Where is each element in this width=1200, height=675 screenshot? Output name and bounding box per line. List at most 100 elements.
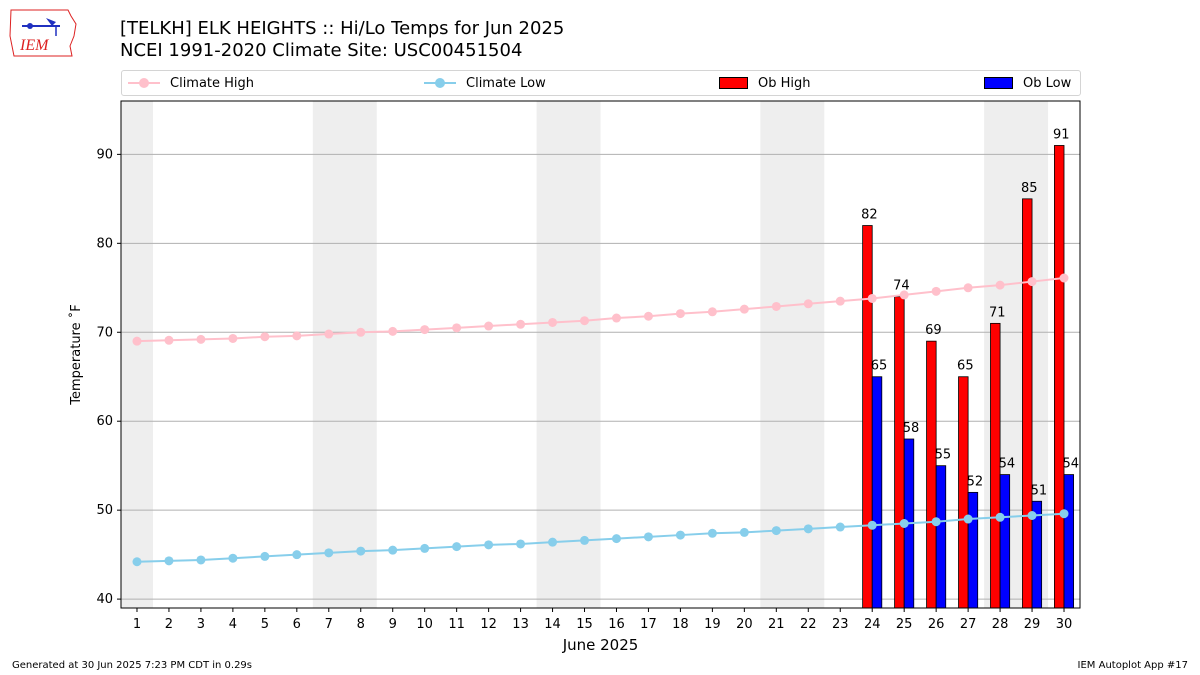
- weekend-band: [121, 101, 153, 608]
- point-climate-high: [803, 299, 813, 309]
- x-tick-label: 20: [736, 617, 753, 632]
- point-climate-high: [963, 283, 973, 293]
- x-tick-label: 21: [768, 617, 785, 632]
- point-climate-low: [356, 546, 366, 556]
- point-climate-high: [995, 280, 1005, 290]
- point-climate-low: [931, 517, 941, 527]
- footer-app: IEM Autoplot App #17: [1077, 660, 1188, 671]
- bar-ob-high: [894, 296, 905, 609]
- bar-ob-low: [871, 376, 883, 609]
- legend-item-ob-high: Ob High: [719, 71, 811, 95]
- x-tick-label: 25: [896, 617, 913, 632]
- line-climate-high: [136, 277, 1065, 343]
- x-tick-label: 7: [325, 617, 333, 632]
- x-tick-label: 16: [608, 617, 625, 632]
- x-tick-label: 4: [229, 617, 237, 632]
- x-tick-label: 10: [416, 617, 433, 632]
- point-climate-low: [196, 555, 206, 565]
- point-climate-high: [739, 304, 749, 314]
- legend-item-climate-high: Climate High: [128, 71, 254, 95]
- x-tick-label: 17: [640, 617, 657, 632]
- x-tick-label: 11: [448, 617, 465, 632]
- point-climate-high: [196, 334, 206, 344]
- y-tick-label: 60: [96, 414, 113, 429]
- data-label-ob-high: 71: [989, 305, 1006, 320]
- bar-ob-low: [967, 491, 979, 609]
- x-tick-label: 3: [197, 617, 205, 632]
- legend-item-climate-low: Climate Low: [424, 71, 546, 95]
- point-climate-high: [643, 311, 653, 321]
- data-label-ob-low: 54: [999, 457, 1016, 472]
- point-climate-high: [292, 331, 302, 341]
- point-climate-high: [771, 301, 781, 311]
- bar-ob-low: [999, 474, 1011, 609]
- point-climate-high: [548, 317, 558, 327]
- point-climate-low: [867, 520, 877, 530]
- x-axis-label: June 2025: [562, 636, 639, 654]
- point-climate-low: [580, 535, 590, 545]
- plot-frame: [120, 100, 1081, 609]
- point-climate-low: [739, 527, 749, 537]
- point-climate-low: [292, 550, 302, 560]
- point-climate-low: [995, 512, 1005, 522]
- x-tick-label: 1: [133, 617, 141, 632]
- data-label-ob-low: 65: [871, 359, 888, 374]
- legend-line-climate-low: [424, 78, 456, 88]
- point-climate-low: [643, 532, 653, 542]
- y-tick-label: 70: [96, 325, 113, 340]
- x-tick-label: 9: [389, 617, 397, 632]
- point-climate-high: [420, 325, 430, 335]
- legend-label-climate-low: Climate Low: [466, 75, 546, 91]
- y-tick-label: 40: [96, 592, 113, 607]
- weekend-band: [760, 101, 825, 608]
- footer-generated: Generated at 30 Jun 2025 7:23 PM CDT in …: [12, 660, 253, 671]
- point-climate-high: [867, 293, 877, 303]
- y-tick-label: 80: [96, 236, 113, 251]
- x-tick-label: 27: [960, 617, 977, 632]
- legend-label-ob-low: Ob Low: [1023, 75, 1072, 91]
- point-climate-low: [1027, 510, 1037, 520]
- x-tick-label: 14: [544, 617, 561, 632]
- x-tick-label: 30: [1056, 617, 1073, 632]
- point-climate-high: [228, 333, 238, 343]
- point-climate-high: [899, 290, 909, 300]
- bar-ob-high: [1054, 145, 1065, 609]
- x-tick-label: 24: [864, 617, 881, 632]
- x-tick-label: 12: [480, 617, 497, 632]
- x-tick-label: 8: [357, 617, 365, 632]
- point-climate-low: [675, 530, 685, 540]
- point-climate-low: [132, 557, 142, 567]
- legend: Climate High Climate Low Ob High Ob Low: [121, 70, 1081, 96]
- data-label-ob-high: 85: [1021, 181, 1038, 196]
- data-label-ob-low: 52: [967, 474, 984, 489]
- legend-swatch-ob-low: [984, 77, 1013, 89]
- x-tick-label: 29: [1024, 617, 1041, 632]
- data-label-ob-low: 55: [935, 448, 952, 463]
- point-climate-high: [611, 313, 621, 323]
- chart-title: [TELKH] ELK HEIGHTS :: Hi/Lo Temps for J…: [120, 18, 565, 39]
- chart-subtitle: NCEI 1991-2020 Climate Site: USC00451504: [120, 40, 523, 61]
- data-label-ob-low: 54: [1063, 457, 1080, 472]
- point-climate-low: [771, 526, 781, 536]
- x-tick-label: 5: [261, 617, 269, 632]
- point-climate-low: [963, 514, 973, 524]
- data-label-ob-high: 74: [893, 279, 910, 294]
- point-climate-low: [260, 551, 270, 561]
- point-climate-low: [548, 537, 558, 547]
- legend-line-climate-high: [128, 78, 160, 88]
- point-climate-high: [324, 329, 334, 339]
- x-tick-label: 28: [992, 617, 1009, 632]
- x-tick-label: 18: [672, 617, 689, 632]
- point-climate-low: [707, 528, 717, 538]
- data-label-ob-high: 69: [925, 323, 942, 338]
- x-tick-label: 13: [512, 617, 529, 632]
- legend-item-ob-low: Ob Low: [984, 71, 1071, 95]
- point-climate-low: [484, 540, 494, 550]
- data-label-ob-high: 65: [957, 359, 974, 374]
- point-climate-low: [611, 534, 621, 544]
- point-climate-high: [675, 309, 685, 319]
- point-climate-low: [228, 553, 238, 563]
- legend-swatch-ob-high: [719, 77, 748, 89]
- point-climate-high: [388, 326, 398, 336]
- point-climate-high: [931, 286, 941, 296]
